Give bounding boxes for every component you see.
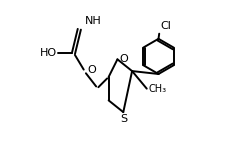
Text: Cl: Cl: [161, 21, 172, 32]
Text: CH₃: CH₃: [148, 84, 166, 94]
Text: S: S: [120, 114, 128, 124]
Text: O: O: [119, 54, 128, 64]
Text: NH: NH: [85, 16, 101, 26]
Text: HO: HO: [39, 48, 57, 58]
Text: O: O: [87, 65, 96, 75]
